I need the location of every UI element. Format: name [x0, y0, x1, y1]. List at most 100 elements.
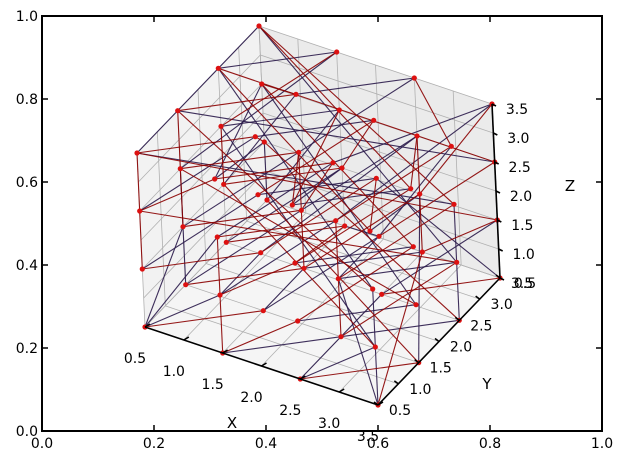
x-tick-3d — [338, 388, 345, 393]
edge-red — [185, 267, 305, 286]
edge-red — [413, 77, 452, 147]
edge-dark — [144, 236, 218, 328]
y-tick-3d — [414, 359, 420, 364]
z-tick-label-3d: 2.0 — [510, 189, 532, 205]
edge-red — [142, 252, 261, 270]
data-point — [411, 75, 417, 81]
outer-x-tick-label: 1.0 — [591, 436, 613, 452]
edge-dark — [263, 141, 268, 201]
data-point — [134, 150, 140, 156]
edge-red — [381, 277, 501, 295]
edge-red — [223, 167, 343, 185]
x-tick-3d — [183, 336, 190, 341]
data-point — [342, 223, 348, 229]
edge-dark — [263, 235, 380, 312]
edge-red — [182, 209, 302, 228]
3d-axes: X 0.5 1.0 1.5 2.0 2.5 3.0 3.5 Y 0.5 1.0 1.5 2.0 2.… — [124, 102, 575, 445]
data-point — [339, 165, 345, 171]
outer-frame — [41, 15, 603, 432]
outer-x-tick-label: 0.4 — [255, 436, 277, 452]
x-tick-3d — [261, 362, 267, 367]
outer-y-tick-label: 0.2 — [16, 341, 38, 357]
grid-back-z — [262, 112, 497, 192]
edge-red — [260, 177, 377, 254]
x-axis-label: X — [227, 414, 237, 432]
edge-dark — [337, 235, 380, 280]
outer-y-ticks: 0.0 0.2 0.4 0.6 0.8 1.0 — [16, 9, 602, 440]
data-point — [292, 260, 298, 266]
edge-dark — [303, 251, 423, 269]
edge-red — [338, 203, 455, 280]
edge-red — [341, 119, 375, 169]
edge-dark — [369, 193, 421, 232]
edge-red — [294, 188, 411, 264]
edge-dark — [182, 151, 299, 228]
edge-red — [177, 93, 297, 112]
edge-dark — [220, 109, 340, 127]
data-point — [261, 139, 267, 145]
z-tick-3d — [492, 132, 498, 136]
z-tick-3d — [494, 161, 500, 165]
edge-dark — [332, 103, 493, 164]
edge-dark — [222, 336, 342, 354]
outer-x-ticks: 0.0 0.2 0.4 0.6 0.8 1.0 — [31, 16, 613, 452]
y-tick-3d — [475, 295, 481, 300]
edge-dark — [139, 136, 256, 212]
x-tick-label-3d: 2.0 — [240, 390, 262, 406]
data-point — [175, 108, 181, 114]
grid-floor-y — [185, 284, 419, 364]
edge-dark — [381, 219, 498, 295]
data-point — [258, 250, 264, 256]
grid-left-z — [139, 83, 262, 212]
data-point — [218, 123, 224, 129]
data-point — [180, 224, 186, 230]
y-tick-label-3d: 1.0 — [409, 382, 431, 398]
edge-red — [222, 320, 298, 354]
y-tick-label-3d: 2.0 — [450, 340, 472, 356]
data-point — [408, 186, 414, 192]
data-point — [183, 282, 189, 288]
outer-y-tick-label: 0.0 — [16, 424, 38, 440]
edge-dark — [219, 252, 262, 296]
data-point — [212, 176, 218, 182]
edge-dark — [136, 25, 260, 154]
y-tick-label-3d: 1.5 — [430, 361, 452, 377]
edge-red — [219, 262, 296, 296]
edge-dark — [294, 246, 414, 264]
grid-left-z — [144, 199, 268, 328]
outer-y-tick-label: 1.0 — [16, 9, 38, 25]
edge-dark — [142, 194, 259, 270]
network-edges — [136, 25, 501, 406]
edge-red — [291, 152, 300, 206]
edge-red — [410, 135, 418, 189]
edge-dark — [144, 294, 221, 328]
data-point — [259, 81, 265, 87]
z-tick-label-3d: 3.0 — [507, 131, 529, 147]
data-point — [330, 160, 336, 166]
edge-dark — [295, 77, 415, 95]
outer-x-tick-label: 0.8 — [479, 436, 501, 452]
edge-red — [136, 136, 256, 154]
data-point — [295, 318, 301, 324]
data-point — [215, 65, 221, 71]
data-point — [413, 302, 419, 308]
data-point — [410, 244, 416, 250]
data-point — [221, 181, 227, 187]
z-tick-label-3d: 1.0 — [513, 247, 535, 263]
y-tick-3d — [373, 401, 379, 406]
edge-red — [180, 151, 299, 170]
x-tick-label-3d: 1.0 — [163, 364, 185, 380]
y-axis-label: Y — [481, 375, 492, 393]
edge-dark — [144, 226, 184, 328]
grid-back-z — [266, 199, 501, 279]
z-tick-3d — [498, 248, 504, 252]
edge-dark — [378, 145, 452, 237]
data-point — [367, 228, 373, 234]
z-tick-label-3d: 3.5 — [506, 102, 528, 118]
data-point — [301, 265, 307, 271]
z-tick-3d — [491, 103, 497, 107]
edge-red — [300, 362, 419, 380]
edge-dark — [297, 304, 417, 322]
edge-red — [139, 210, 457, 263]
